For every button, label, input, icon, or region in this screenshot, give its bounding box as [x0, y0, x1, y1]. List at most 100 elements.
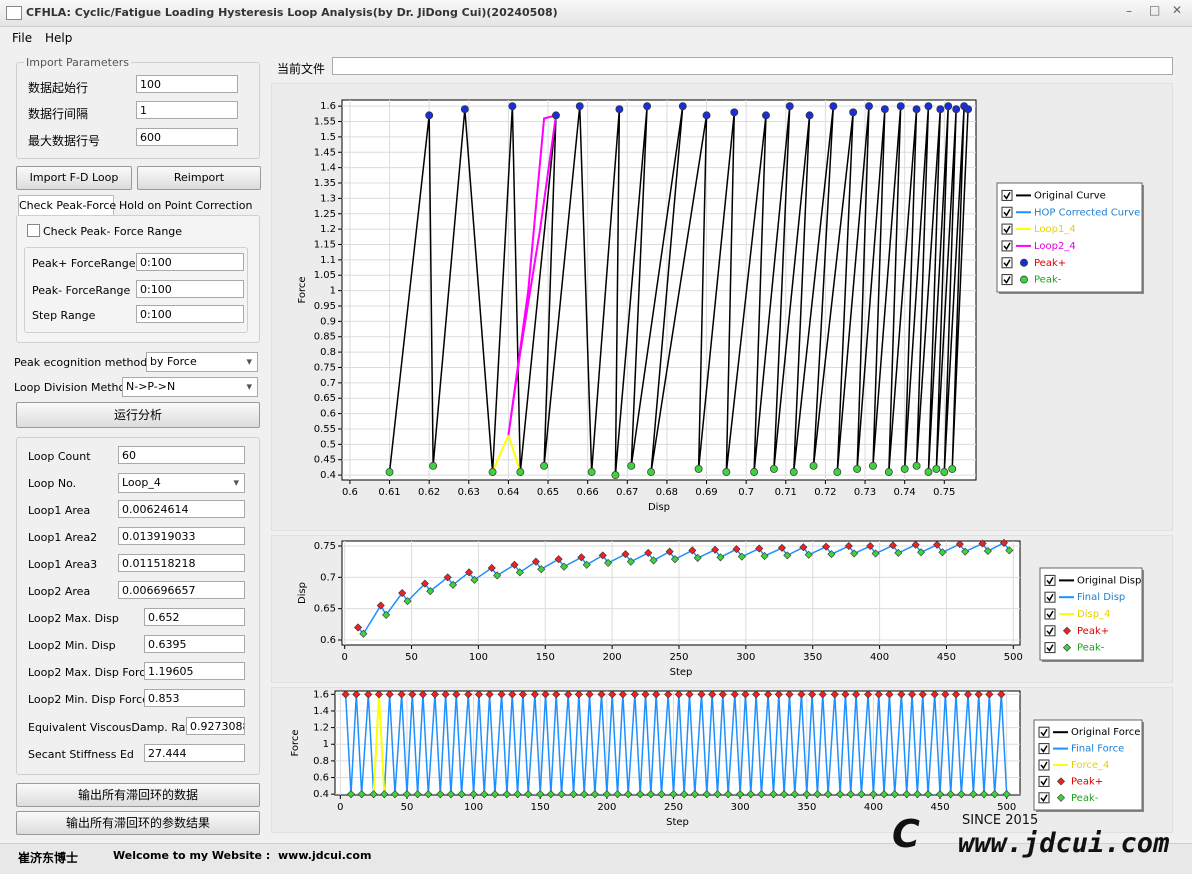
reimport-button[interactable]: Reimport	[137, 166, 261, 190]
legend-checkbox	[1001, 274, 1013, 286]
marker	[618, 690, 627, 699]
marker	[426, 587, 435, 596]
x-tick-label: 0.62	[418, 487, 440, 498]
marker	[896, 102, 905, 111]
x-tick-label: 0.65	[537, 487, 559, 498]
marker	[999, 538, 1008, 547]
group-title: Import Parameters	[24, 56, 131, 69]
text-box[interactable]: 0.6395	[144, 635, 245, 653]
menu-help[interactable]: Help	[45, 31, 73, 45]
marker	[508, 690, 517, 699]
combo-box[interactable]: by Force	[146, 352, 258, 372]
text-box[interactable]: 1.19605	[144, 662, 245, 680]
watermark-since: SINCE 2015	[962, 813, 1039, 828]
marker	[894, 548, 903, 557]
legend-label: HOP Corrected Curve	[1034, 207, 1140, 218]
maximize-button[interactable]: □	[1149, 3, 1161, 17]
y-tick-label: 0.6	[320, 409, 336, 420]
legend-label: Peak-	[1077, 643, 1105, 654]
marker	[941, 690, 950, 699]
marker	[969, 790, 978, 799]
text-box[interactable]: 0.00624614	[118, 500, 245, 518]
legend	[996, 182, 1143, 293]
x-tick-label: 50	[401, 802, 414, 813]
text-box[interactable]: 0.92730885	[186, 717, 245, 735]
text-box[interactable]: 100	[136, 75, 238, 93]
marker	[930, 690, 939, 699]
marker	[508, 102, 517, 111]
marker	[789, 468, 798, 476]
text-box[interactable]: 0.006696657	[118, 581, 245, 599]
marker	[604, 558, 613, 567]
field-label: Step Range	[32, 309, 96, 322]
text-box[interactable]: 1	[136, 101, 238, 119]
text-box[interactable]: 0:100	[136, 280, 244, 298]
trace-line	[388, 106, 969, 476]
marker	[888, 541, 897, 550]
marker	[448, 580, 458, 589]
marker	[657, 790, 666, 799]
text-box[interactable]: 27.444	[144, 744, 245, 762]
combo-box[interactable]: Loop_4	[118, 473, 245, 493]
marker	[955, 540, 964, 549]
close-button[interactable]: ✕	[1172, 3, 1183, 17]
text-box[interactable]: 0:100	[136, 305, 244, 323]
y-tick-label: 1.45	[314, 147, 336, 158]
marker	[490, 790, 499, 799]
checkbox[interactable]	[27, 224, 40, 237]
field-label: Peak ecognition methods	[14, 356, 153, 369]
export-params-button[interactable]: 输出所有滞回环的参数结果	[16, 811, 260, 835]
logo: C	[892, 812, 920, 856]
combo-box[interactable]: N->P->N	[122, 377, 258, 397]
legend-check	[1040, 728, 1048, 737]
text-box[interactable]: 0.652	[144, 608, 245, 626]
marker	[702, 111, 711, 120]
marker	[688, 546, 697, 555]
x-tick-label: 0.61	[378, 487, 400, 498]
field-label: Loop1 Area2	[28, 531, 98, 544]
text-box[interactable]: 0.013919033	[118, 527, 245, 545]
x-tick-label: 500	[997, 802, 1016, 813]
marker	[398, 588, 407, 598]
marker	[799, 543, 808, 552]
legend-label: Peak+	[1034, 258, 1066, 269]
tab-active[interactable]: Check Peak-Force	[18, 195, 116, 216]
marker	[957, 790, 966, 799]
marker	[580, 790, 589, 799]
marker	[780, 790, 789, 799]
marker	[948, 464, 957, 473]
export-data-button[interactable]: 输出所有滞回环的数据	[16, 783, 260, 807]
text-box[interactable]: 60	[118, 446, 245, 464]
marker	[585, 690, 594, 699]
text-box[interactable]: 0:100	[136, 253, 244, 271]
marker	[880, 790, 889, 799]
marker	[722, 468, 731, 476]
marker	[997, 690, 1006, 699]
tab[interactable]: Hold on Point Correction	[119, 199, 253, 212]
text-box[interactable]: 0.011518218	[118, 554, 245, 572]
y-tick-label: 0.9	[320, 316, 336, 327]
marker	[674, 690, 683, 699]
marker	[615, 105, 624, 114]
x-tick-label: 250	[669, 652, 688, 663]
title-bar	[0, 0, 1192, 27]
y-tick-label: 0.8	[313, 756, 329, 767]
text-box[interactable]: 0.853	[144, 689, 245, 707]
legend-label: Peak-	[1034, 275, 1062, 286]
minimize-button[interactable]: –	[1126, 4, 1132, 18]
marker	[554, 555, 563, 564]
text-box[interactable]: 600	[136, 128, 238, 146]
marker	[515, 568, 524, 577]
run-button[interactable]: 运行分析	[16, 402, 260, 428]
legend-check	[1003, 276, 1011, 284]
range-group	[24, 247, 248, 333]
import-button[interactable]: Import F-D Loop	[16, 166, 132, 190]
marker	[429, 461, 438, 470]
marker	[924, 790, 933, 799]
current-file-input[interactable]	[332, 57, 1173, 75]
marker	[974, 690, 983, 699]
marker	[829, 102, 838, 111]
menu-file[interactable]: File	[12, 31, 33, 45]
marker	[480, 790, 489, 799]
